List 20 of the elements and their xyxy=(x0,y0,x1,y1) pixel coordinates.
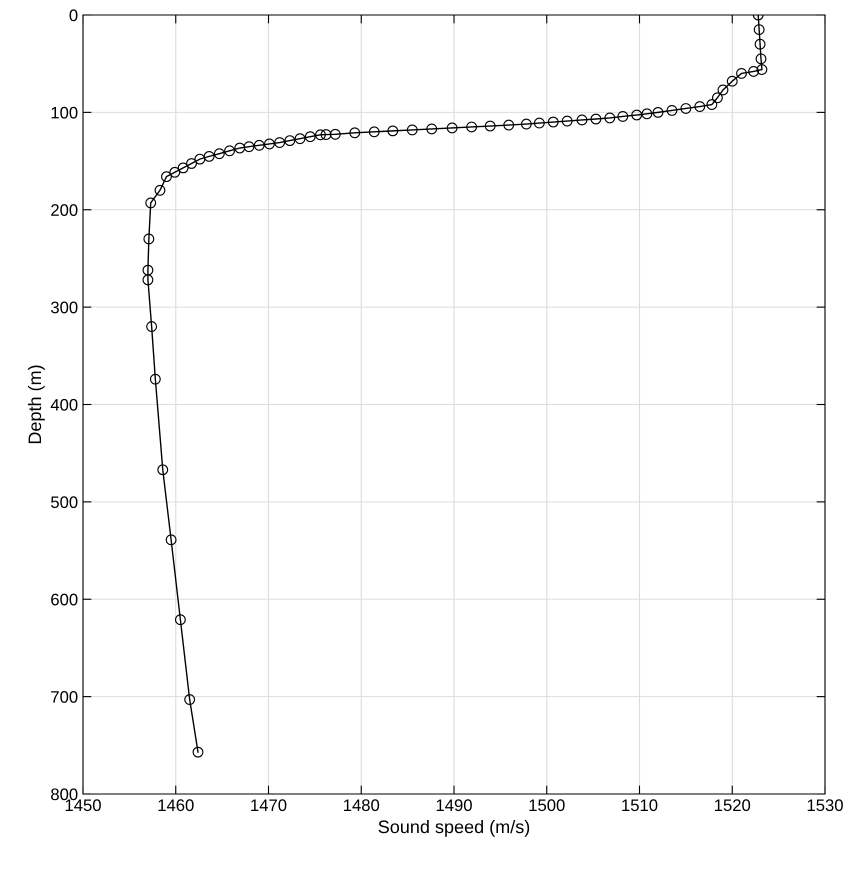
y-tick-label: 100 xyxy=(52,106,78,119)
x-tick-label: 1460 xyxy=(158,799,194,812)
y-tick-label: 400 xyxy=(50,398,78,411)
x-tick-label: 1490 xyxy=(436,799,472,812)
y-tick-label: 300 xyxy=(50,302,78,314)
x-tick-label: 1500 xyxy=(529,799,565,812)
y-tick-label: 0 xyxy=(70,9,78,22)
x-axis-title: Sound speed (m/s) xyxy=(378,820,530,837)
x-tick-label: 1510 xyxy=(622,799,658,812)
y-tick-label: 800 xyxy=(51,788,78,800)
x-tick-label: 1480 xyxy=(344,799,380,812)
x-tick-label: 1530 xyxy=(808,799,843,812)
y-tick-label: 700 xyxy=(51,691,78,703)
x-tick-label: 1470 xyxy=(251,799,286,812)
y-tick-label: 600 xyxy=(51,594,78,606)
y-tick-label: 200 xyxy=(51,204,78,216)
y-axis-title: Depth (m) xyxy=(28,365,45,444)
x-tick-label: 1450 xyxy=(66,799,101,812)
x-tick-label: 1520 xyxy=(714,799,750,812)
y-tick-label: 500 xyxy=(51,496,78,508)
